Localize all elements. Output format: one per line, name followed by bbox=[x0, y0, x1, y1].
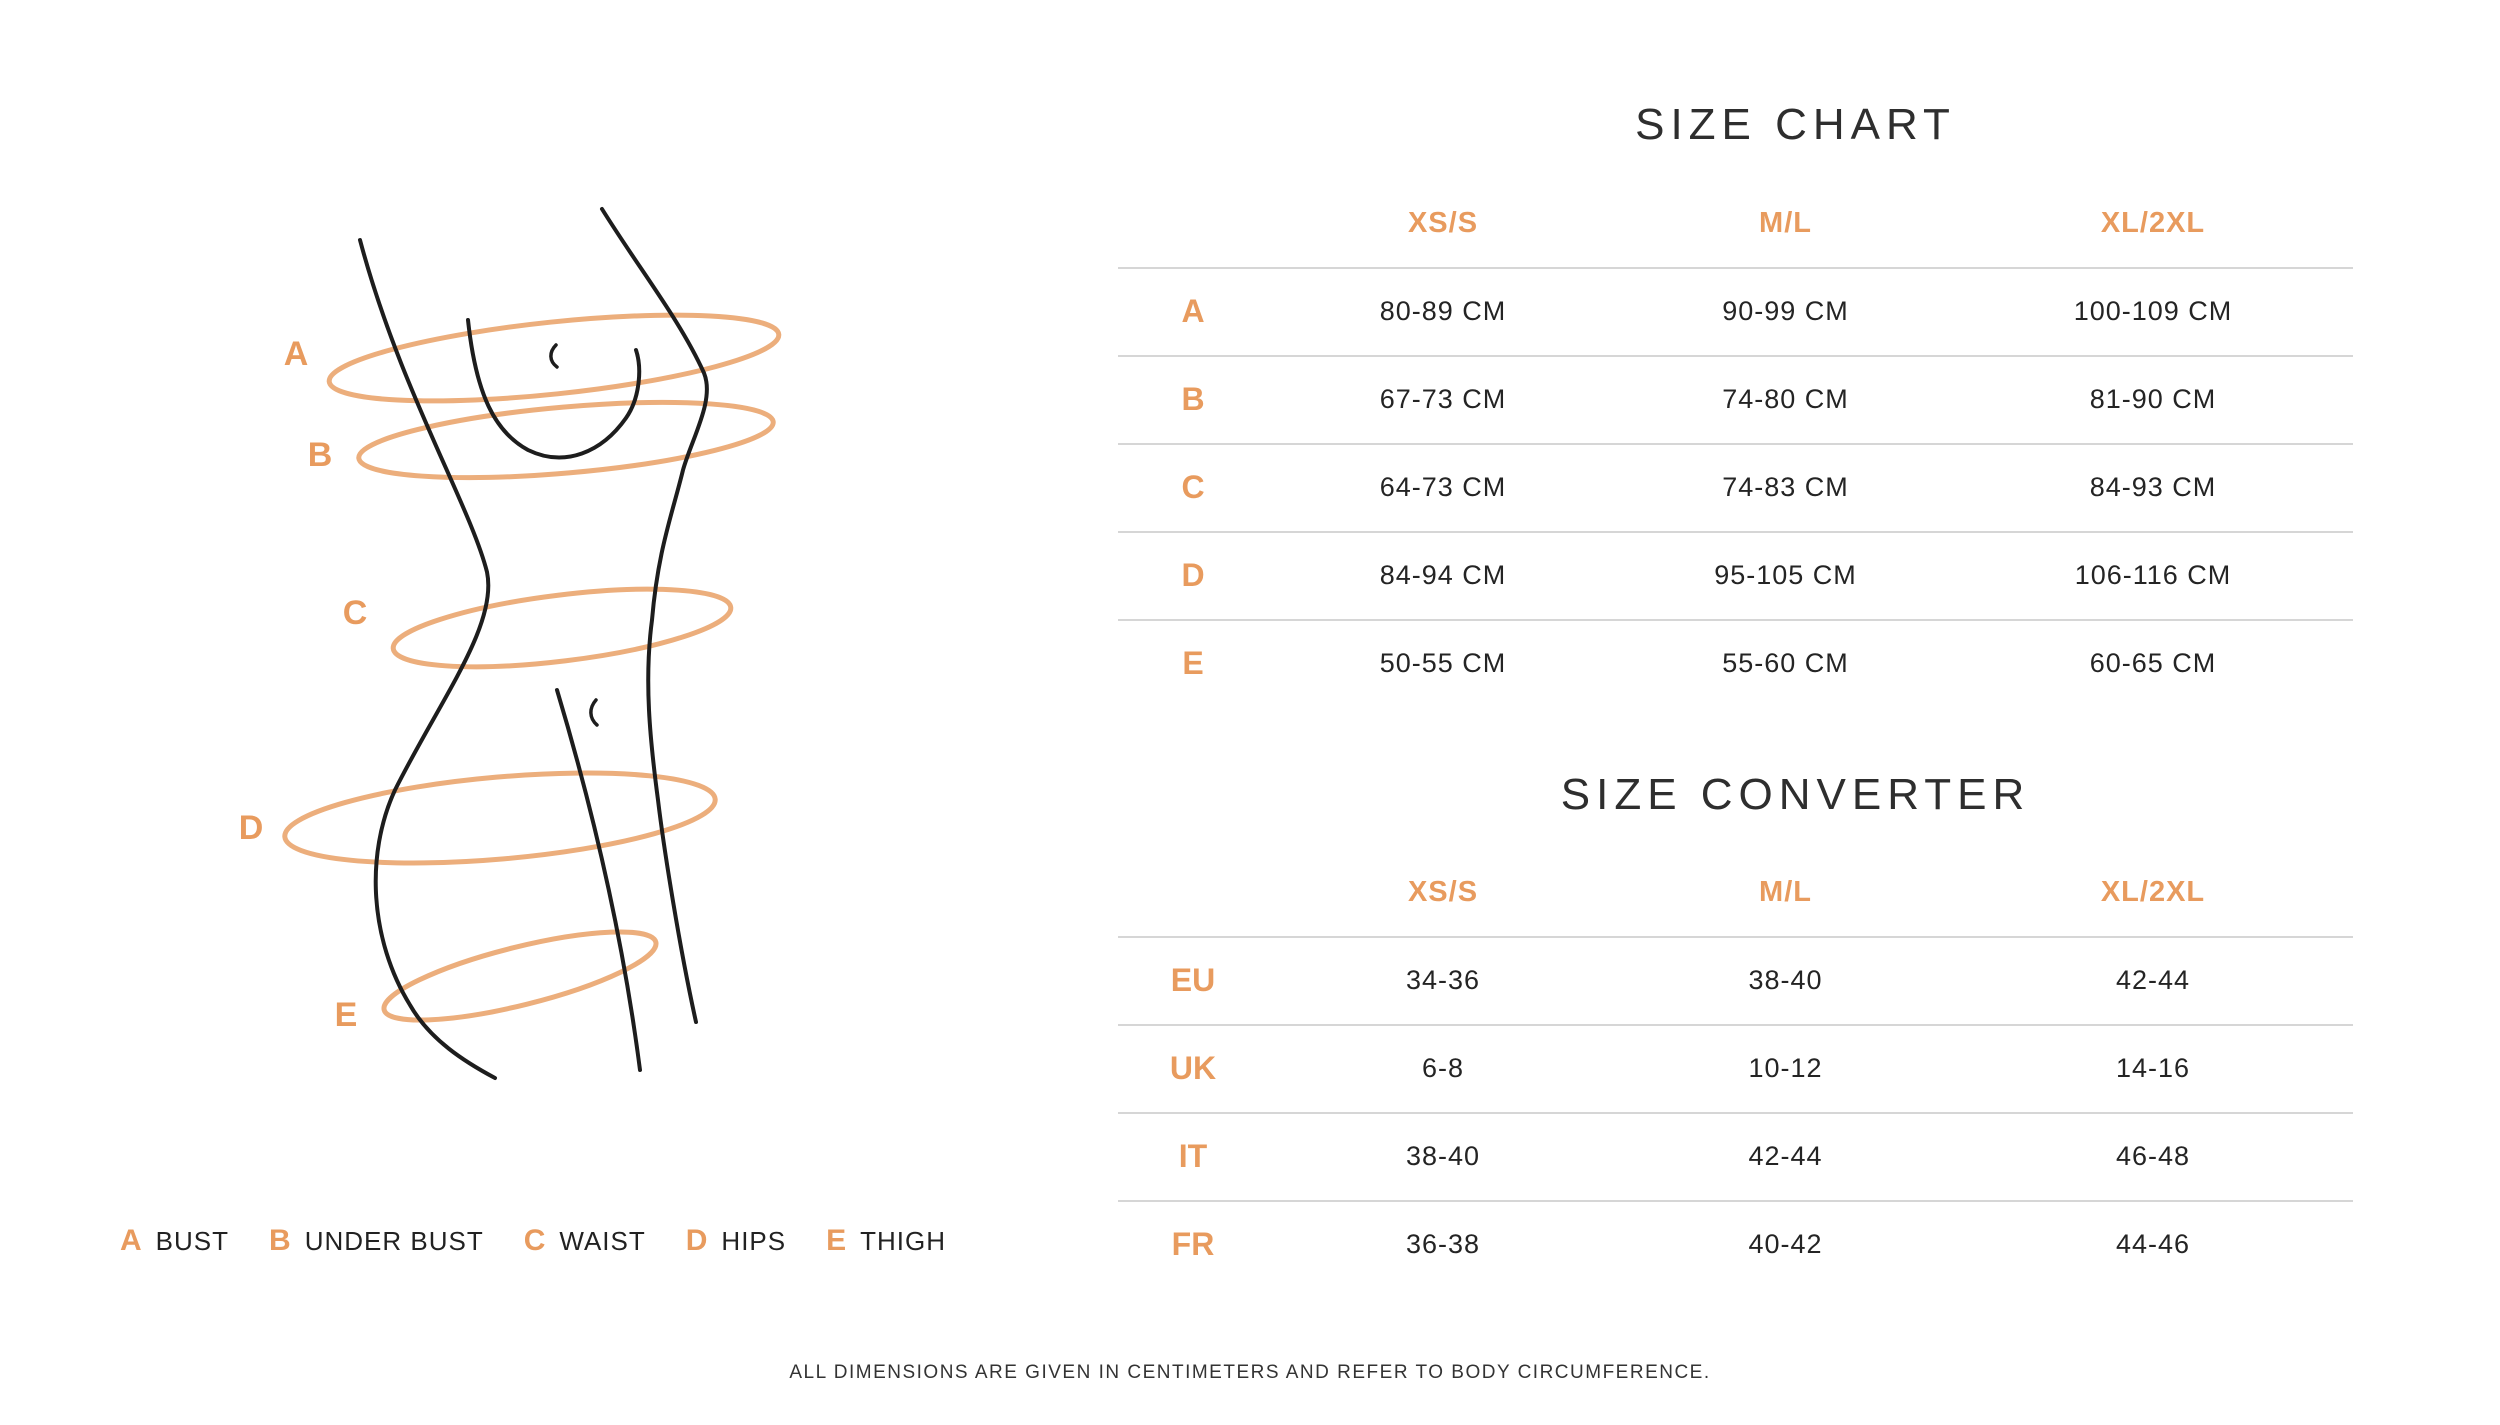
row-label: UK bbox=[1169, 1050, 1217, 1086]
legend-key: A bbox=[120, 1224, 142, 1257]
table-row-fr: FR 36-38 40-42 44-46 bbox=[1118, 1200, 2353, 1288]
back-contour-line bbox=[358, 238, 497, 1080]
table-row-b: B 67-73 CM 74-80 CM 81-90 CM bbox=[1118, 355, 2353, 443]
inner-thigh-line bbox=[555, 688, 642, 1072]
table-row-a: A 80-89 CM 90-99 CM 100-109 CM bbox=[1118, 267, 2353, 355]
size-tables-panel: SIZE CHART XS/S M/L XL/2XL A 80-89 CM 90… bbox=[1118, 0, 2353, 1300]
cell: 34-36 bbox=[1405, 965, 1481, 995]
front-contour-line bbox=[600, 207, 709, 1024]
legend-label: HIPS bbox=[721, 1226, 787, 1256]
table-row-e: E 50-55 CM 55-60 CM 60-65 CM bbox=[1118, 619, 2353, 707]
size-chart-title: SIZE CHART bbox=[1635, 100, 1956, 149]
waist-ellipse bbox=[390, 586, 734, 670]
cell: 10-12 bbox=[1748, 1053, 1823, 1083]
cell: 60-65 CM bbox=[2089, 648, 2217, 678]
legend-label: BUST bbox=[155, 1226, 230, 1256]
table-row-it: IT 38-40 42-44 46-48 bbox=[1118, 1112, 2353, 1200]
legend-item-bust: A BUST bbox=[120, 1224, 229, 1258]
cell: 84-94 CM bbox=[1379, 560, 1507, 590]
figure-label-bust: A bbox=[284, 335, 309, 373]
header-spacer bbox=[1118, 180, 1268, 267]
bust-ellipse bbox=[326, 312, 782, 404]
legend-label: UNDER BUST bbox=[304, 1226, 484, 1256]
column-header-xs-s: XS/S bbox=[1407, 207, 1479, 239]
legend-key: B bbox=[269, 1224, 291, 1257]
cell: 46-48 bbox=[2115, 1141, 2191, 1171]
body-measurement-figure: A B C D E bbox=[239, 207, 782, 1080]
footnote: ALL DIMENSIONS ARE GIVEN IN CENTIMETERS … bbox=[789, 1362, 1711, 1383]
row-label: EU bbox=[1170, 962, 1216, 998]
cell: 95-105 CM bbox=[1714, 560, 1857, 590]
cell: 44-46 bbox=[2115, 1229, 2191, 1259]
table-row-d: D 84-94 CM 95-105 CM 106-116 CM bbox=[1118, 531, 2353, 619]
cell: 50-55 CM bbox=[1379, 648, 1507, 678]
size-converter-header: XS/S M/L XL/2XL bbox=[1118, 849, 2353, 936]
cell: 100-109 CM bbox=[2073, 296, 2233, 326]
legend-key: D bbox=[685, 1224, 708, 1257]
cell: 55-60 CM bbox=[1722, 648, 1849, 678]
breast-line bbox=[466, 318, 642, 460]
size-chart-table: A 80-89 CM 90-99 CM 100-109 CM B 67-73 C… bbox=[1118, 267, 2353, 707]
cell: 90-99 CM bbox=[1722, 296, 1849, 326]
nipple-mark bbox=[549, 343, 559, 369]
column-header-m-l: M/L bbox=[1759, 207, 1812, 239]
size-converter-table: EU 34-36 38-40 42-44 UK 6-8 10-12 14-16 … bbox=[1118, 936, 2353, 1288]
row-label: D bbox=[1181, 557, 1205, 593]
cell: 80-89 CM bbox=[1379, 296, 1507, 326]
cell: 74-80 CM bbox=[1722, 384, 1849, 414]
legend-label: THIGH bbox=[860, 1226, 947, 1256]
cell: 6-8 bbox=[1421, 1053, 1465, 1083]
measurement-legend: A BUST B UNDER BUST C WAIST D HIPS E THI… bbox=[120, 1224, 946, 1258]
legend-item-under-bust: B UNDER BUST bbox=[269, 1224, 484, 1258]
cell: 74-83 CM bbox=[1722, 472, 1849, 502]
navel-mark bbox=[589, 698, 599, 727]
figure-label-waist: C bbox=[343, 594, 368, 632]
column-header-xl-2xl: XL/2XL bbox=[2100, 207, 2206, 239]
legend-item-thigh: E THIGH bbox=[826, 1224, 946, 1258]
cell: 42-44 bbox=[1748, 1141, 1823, 1171]
row-label: B bbox=[1181, 381, 1205, 417]
figure-label-hips: D bbox=[239, 809, 264, 847]
column-header-xl-2xl: XL/2XL bbox=[2100, 876, 2206, 908]
header-spacer bbox=[1118, 849, 1268, 936]
cell: 38-40 bbox=[1748, 965, 1823, 995]
size-converter-title: SIZE CONVERTER bbox=[1560, 770, 2031, 819]
cell: 14-16 bbox=[2115, 1053, 2191, 1083]
table-row-uk: UK 6-8 10-12 14-16 bbox=[1118, 1024, 2353, 1112]
cell: 42-44 bbox=[2115, 965, 2191, 995]
column-header-xs-s: XS/S bbox=[1407, 876, 1479, 908]
legend-label: WAIST bbox=[559, 1226, 646, 1256]
row-label: FR bbox=[1171, 1226, 1215, 1262]
cell: 84-93 CM bbox=[2089, 472, 2217, 502]
legend-item-hips: D HIPS bbox=[686, 1224, 786, 1258]
cell: 36-38 bbox=[1405, 1229, 1481, 1259]
legend-key: E bbox=[826, 1224, 847, 1257]
thigh-ellipse bbox=[381, 929, 659, 1023]
cell: 81-90 CM bbox=[2089, 384, 2217, 414]
figure-label-underbust: B bbox=[308, 436, 333, 474]
size-chart-header: XS/S M/L XL/2XL bbox=[1118, 180, 2353, 267]
cell: 106-116 CM bbox=[2074, 560, 2232, 590]
table-row-c: C 64-73 CM 74-83 CM 84-93 CM bbox=[1118, 443, 2353, 531]
underbust-ellipse bbox=[356, 399, 776, 481]
figure-label-thigh: E bbox=[335, 996, 358, 1034]
hips-ellipse bbox=[282, 770, 718, 866]
cell: 67-73 CM bbox=[1379, 384, 1507, 414]
column-header-m-l: M/L bbox=[1759, 876, 1812, 908]
legend-key: C bbox=[523, 1224, 546, 1257]
cell: 40-42 bbox=[1748, 1229, 1823, 1259]
row-label: A bbox=[1181, 293, 1205, 329]
row-label: C bbox=[1181, 469, 1205, 505]
legend-item-waist: C WAIST bbox=[524, 1224, 646, 1258]
cell: 64-73 CM bbox=[1379, 472, 1507, 502]
row-label: E bbox=[1182, 645, 1204, 681]
table-row-eu: EU 34-36 38-40 42-44 bbox=[1118, 936, 2353, 1024]
row-label: IT bbox=[1178, 1138, 1208, 1174]
cell: 38-40 bbox=[1405, 1141, 1481, 1171]
